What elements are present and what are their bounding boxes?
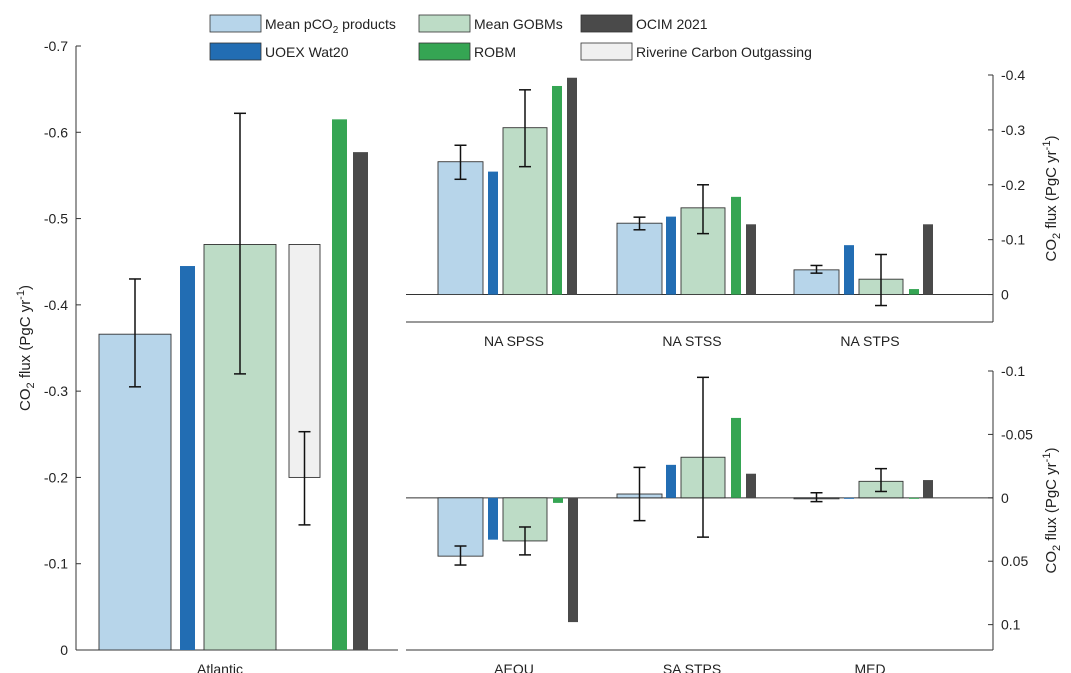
bar-robm-na-stps xyxy=(909,289,919,295)
legend-label-mean_gobms: Mean GOBMs xyxy=(474,16,563,32)
error-bar-mean_pco2-med xyxy=(810,491,823,503)
y-tick-label: -0.3 xyxy=(1001,122,1025,138)
y-tick-label: -0.2 xyxy=(44,469,68,485)
category-label: MED xyxy=(854,661,885,673)
bar-robm-sa-stps xyxy=(731,417,741,498)
bar-robm-med xyxy=(909,497,919,499)
atlantic-panel: 0 -0.1 -0.2 -0.3 -0.4 -0.5 -0.6 -0.7 CO2 flux (P… xyxy=(15,38,398,673)
error-bar-mean_gobms-na-stps xyxy=(875,253,887,307)
legend-label-uoex: UOEX Wat20 xyxy=(265,44,349,60)
error-bar-mean_pco2-na-spss xyxy=(454,144,467,181)
y-axis-label: CO2 flux (PgC yr-1) xyxy=(1041,136,1063,262)
error-bar-mean_gobms-med xyxy=(875,467,887,493)
category-label: NA STPS xyxy=(840,333,899,349)
error-bar-mean_pco2-na-stps xyxy=(810,264,823,274)
error-bar-mean_gobms-aequ xyxy=(519,526,531,556)
y-tick-label: -0.2 xyxy=(1001,177,1025,193)
bar-mean_pco2-na-stss xyxy=(616,222,663,296)
error-bar-mean_pco2-atlantic xyxy=(129,278,141,388)
legend-swatch-riverine xyxy=(580,42,633,61)
bar-ocim-med xyxy=(923,480,933,498)
bar-ocim-na-stps xyxy=(923,224,933,295)
y-tick-label: -0.4 xyxy=(44,297,68,313)
error-bar-mean_gobms-na-spss xyxy=(519,89,531,168)
bar-ocim-aequ xyxy=(568,497,578,623)
legend-swatch-ocim xyxy=(580,14,633,33)
error-bar-mean_gobms-sa-stps xyxy=(697,376,709,538)
legend-swatch-mean_pco2 xyxy=(209,14,262,33)
bar-robm-atlantic xyxy=(332,119,347,651)
bar-uoex-na-stss xyxy=(666,216,676,295)
bar-uoex-aequ xyxy=(488,497,498,540)
category-label: Atlantic xyxy=(197,661,243,673)
bar-robm-aequ xyxy=(553,497,563,503)
bar-robm-na-stss xyxy=(731,196,741,295)
y-tick-label: 0 xyxy=(1001,490,1009,506)
error-bar-mean_gobms-atlantic xyxy=(234,112,246,375)
legend-label-riverine: Riverine Carbon Outgassing xyxy=(636,44,812,60)
chart-legend: Mean pCO2 products Mean GOBMs OCIM 2021 UOE… xyxy=(209,14,812,61)
bar-ocim-na-stss xyxy=(746,224,756,295)
bar-robm-na-spss xyxy=(552,85,562,295)
north-atlantic-panel: 0 -0.1 -0.2 -0.3 -0.4 CO2 flux (PgC yr-1) NA S… xyxy=(406,67,1063,349)
bar-ocim-atlantic xyxy=(353,152,368,651)
y-tick-label: -0.1 xyxy=(1001,232,1025,248)
error-bar-mean_gobms-na-stss xyxy=(697,184,709,235)
y-tick-label: -0.7 xyxy=(44,38,68,54)
legend-swatch-robm xyxy=(418,42,471,61)
bar-uoex-na-spss xyxy=(488,171,498,295)
y-tick-label: -0.4 xyxy=(1001,67,1025,83)
legend-swatch-mean_gobms xyxy=(418,14,471,33)
south-atlantic-panel: 0.1 0.05 0 -0.05 -0.1 CO2 flux (PgC yr-1) AEQU… xyxy=(406,363,1063,673)
bar-uoex-sa-stps xyxy=(666,464,676,498)
bar-uoex-na-stps xyxy=(844,245,854,295)
y-axis-label: CO2 flux (PgC yr-1) xyxy=(1041,448,1063,574)
legend-swatch-uoex xyxy=(209,42,262,61)
bar-mean_pco2-na-spss xyxy=(437,161,484,296)
category-label: NA STSS xyxy=(662,333,721,349)
category-label: AEQU xyxy=(494,661,534,673)
y-tick-label: -0.5 xyxy=(44,211,68,227)
legend-label-robm: ROBM xyxy=(474,44,516,60)
bar-mean_pco2-na-stps xyxy=(793,269,840,296)
y-tick-label: -0.1 xyxy=(1001,363,1025,379)
error-bar-mean_pco2-sa-stps xyxy=(633,466,646,522)
y-tick-label: -0.3 xyxy=(44,383,68,399)
bar-ocim-na-spss xyxy=(567,77,577,295)
error-bar-mean_pco2-na-stss xyxy=(633,216,646,231)
bar-ocim-sa-stps xyxy=(746,473,756,498)
y-tick-label: 0 xyxy=(1001,287,1009,303)
legend-label-ocim: OCIM 2021 xyxy=(636,16,708,32)
y-tick-label: 0 xyxy=(60,642,68,658)
legend-label-mean_pco2: Mean pCO2 products xyxy=(265,16,396,36)
category-label: NA SPSS xyxy=(484,333,544,349)
bar-uoex-med xyxy=(844,497,854,499)
y-tick-label: -0.05 xyxy=(1001,426,1033,442)
y-axis-label: CO2 flux (PgC yr-1) xyxy=(15,285,37,411)
y-tick-label: 0.05 xyxy=(1001,553,1028,569)
category-label: SA STPS xyxy=(663,661,721,673)
bar-uoex-atlantic xyxy=(180,266,195,650)
y-tick-label: -0.1 xyxy=(44,556,68,572)
error-bar-riverine-atlantic xyxy=(298,430,311,526)
y-tick-label: 0.1 xyxy=(1001,617,1021,633)
y-tick-label: -0.6 xyxy=(44,124,68,140)
error-bar-mean_pco2-aequ xyxy=(454,545,467,566)
